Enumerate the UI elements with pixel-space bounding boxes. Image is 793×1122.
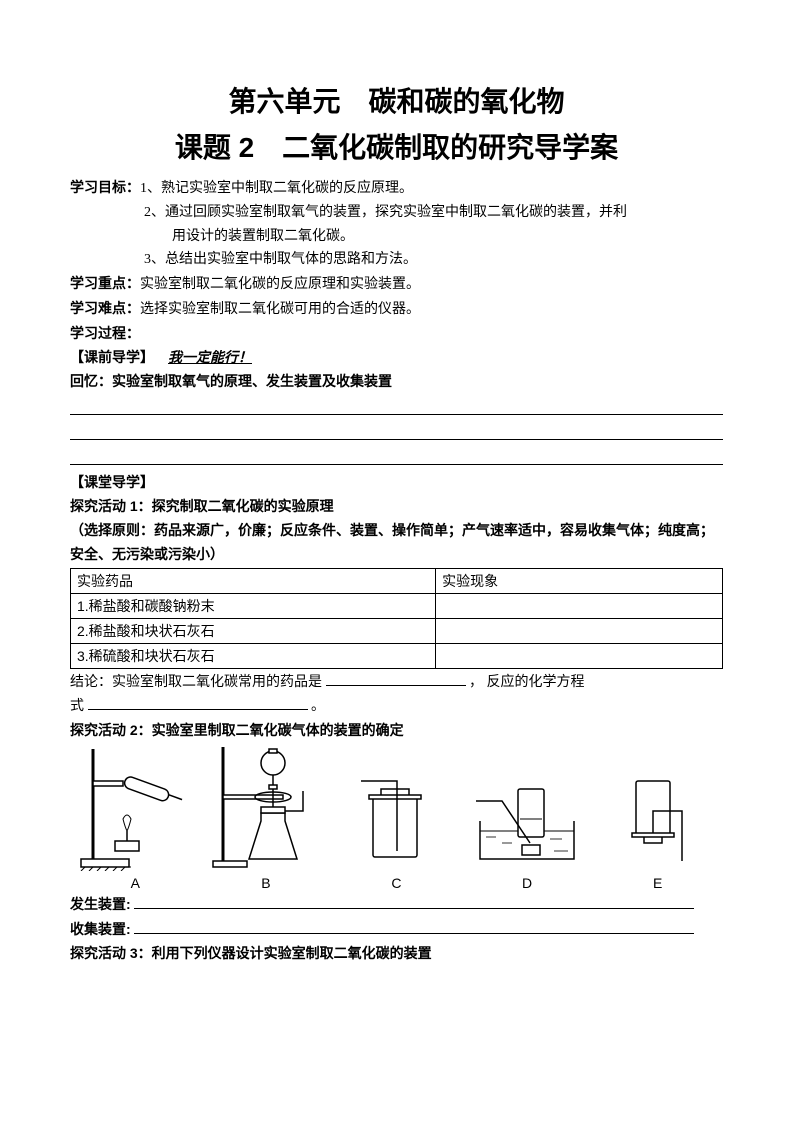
activity-1-title: 探究活动 1：探究制取二氧化碳的实验原理: [70, 495, 723, 519]
fill-blank-reagent: [326, 671, 466, 686]
fill-blank-collector: [134, 919, 694, 934]
collector-label: 收集装置:: [70, 921, 131, 937]
apparatus-B: B: [201, 741, 332, 891]
table-header-row: 实验药品 实验现象: [71, 569, 723, 594]
process-label: 学习过程：: [70, 322, 723, 346]
label-B: B: [261, 875, 270, 891]
label-E: E: [653, 875, 662, 891]
apparatus-C-icon: [351, 771, 441, 871]
unit-title: 第六单元 碳和碳的氧化物: [70, 80, 723, 120]
blank-line-3: [70, 444, 723, 465]
header-reagent: 实验药品: [71, 569, 436, 594]
header-phenomenon: 实验现象: [436, 569, 723, 594]
row2-phenomenon: [436, 619, 723, 644]
label-A: A: [131, 875, 140, 891]
objective-3-text: 3、总结出实验室中制取气体的思路和方法。: [70, 248, 723, 272]
preclass-label: 【课前导学】: [70, 349, 154, 365]
conclusion-line2-prefix: 式: [70, 699, 88, 714]
activity-3-title: 探究活动 3：利用下列仪器设计实验室制取二氧化碳的装置: [70, 942, 723, 966]
row1-phenomenon: [436, 594, 723, 619]
inclass-label: 【课堂导学】: [70, 471, 723, 495]
apparatus-D-icon: [472, 771, 582, 871]
conclusion-suffix: 。: [311, 699, 325, 714]
objective-2b-text: 用设计的装置制取二氧化碳。: [70, 225, 723, 249]
apparatus-A-icon: [75, 741, 195, 871]
apparatus-C: C: [331, 771, 462, 891]
blank-line-2: [70, 419, 723, 440]
fill-blank-equation: [88, 695, 308, 710]
row2-reagent: 2.稀盐酸和块状石灰石: [71, 619, 436, 644]
table-row: 3.稀硫酸和块状石灰石: [71, 644, 723, 669]
fill-blank-generator: [134, 894, 694, 909]
conclusion-line-1: 结论：实验室制取二氧化碳常用的药品是 ， 反应的化学方程: [70, 671, 723, 695]
conclusion-mid: ， 反应的化学方程: [469, 675, 585, 690]
difficulty-label: 学习难点：: [70, 300, 140, 316]
row3-reagent: 3.稀硫酸和块状石灰石: [71, 644, 436, 669]
apparatus-E: E: [592, 771, 723, 891]
objective-2-text: 2、通过回顾实验室制取氧气的装置，探究实验室中制取二氧化碳的装置，并利: [70, 201, 723, 225]
apparatus-E-icon: [618, 771, 698, 871]
table-row: 1.稀盐酸和碳酸钠粉末: [71, 594, 723, 619]
preclass-line: 【课前导学】 我一定能行！: [70, 346, 723, 371]
focus-text: 实验室制取二氧化碳的反应原理和实验装置。: [140, 277, 420, 292]
objectives-label: 学习目标：: [70, 179, 140, 195]
row1-reagent: 1.稀盐酸和碳酸钠粉末: [71, 594, 436, 619]
blank-line-1: [70, 394, 723, 415]
selection-principle: （选择原则：药品来源广，价廉；反应条件、装置、操作简单；产气速率适中，容易收集气…: [70, 519, 723, 567]
label-C: C: [391, 875, 401, 891]
motto-text: 我一定能行！: [168, 349, 252, 365]
apparatus-B-icon: [211, 741, 321, 871]
conclusion-prefix: 结论：实验室制取二氧化碳常用的药品是: [70, 675, 322, 690]
experiment-table: 实验药品 实验现象 1.稀盐酸和碳酸钠粉末 2.稀盐酸和块状石灰石 3.稀硫酸和…: [70, 568, 723, 669]
recall-label: 回忆：实验室制取氧气的原理、发生装置及收集装置: [70, 370, 723, 394]
difficulty-text: 选择实验室制取二氧化碳可用的合适的仪器。: [140, 302, 420, 317]
focus-label: 学习重点：: [70, 275, 140, 291]
worksheet-page: 第六单元 碳和碳的氧化物 课题 2 二氧化碳制取的研究导学案 学习目标：1、熟记…: [0, 0, 793, 1122]
apparatus-D: D: [462, 771, 593, 891]
difficulty-line: 学习难点：选择实验室制取二氧化碳可用的合适的仪器。: [70, 297, 723, 322]
generator-line: 发生装置:: [70, 893, 723, 918]
generator-label: 发生装置:: [70, 896, 131, 912]
apparatus-row: A B: [70, 751, 723, 891]
row3-phenomenon: [436, 644, 723, 669]
topic-title: 课题 2 二氧化碳制取的研究导学案: [70, 126, 723, 166]
apparatus-A: A: [70, 741, 201, 891]
focus-line: 学习重点：实验室制取二氧化碳的反应原理和实验装置。: [70, 272, 723, 297]
label-D: D: [522, 875, 532, 891]
collector-line: 收集装置:: [70, 918, 723, 943]
objective-1-text: 1、熟记实验室中制取二氧化碳的反应原理。: [140, 181, 413, 196]
objectives-line-1: 学习目标：1、熟记实验室中制取二氧化碳的反应原理。: [70, 176, 723, 201]
conclusion-line-2: 式 。: [70, 695, 723, 719]
activity-2-title: 探究活动 2：实验室里制取二氧化碳气体的装置的确定: [70, 719, 723, 743]
table-row: 2.稀盐酸和块状石灰石: [71, 619, 723, 644]
